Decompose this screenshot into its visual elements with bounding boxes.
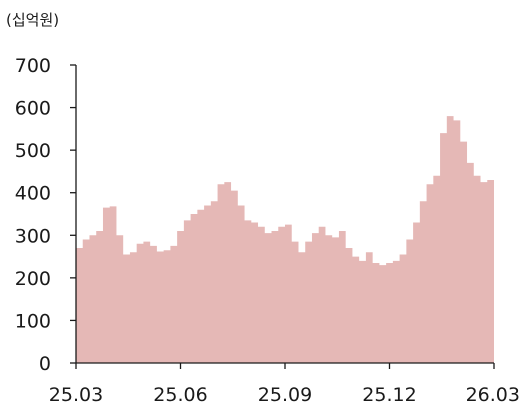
- x-tick-label: 26.03: [466, 384, 520, 406]
- area-layer: [76, 116, 494, 363]
- y-tick-label: 600: [15, 98, 51, 120]
- x-tick-label: 25.03: [49, 384, 103, 406]
- y-tick-label: 100: [15, 310, 51, 332]
- y-tick-label: 700: [15, 55, 51, 77]
- area-series: [76, 116, 494, 363]
- x-tick-label: 25.12: [362, 384, 416, 406]
- x-tick-label: 25.06: [153, 384, 207, 406]
- unit-label: (십억원): [6, 11, 59, 29]
- x-tick-label: 25.09: [258, 384, 312, 406]
- y-tick-label: 200: [15, 268, 51, 290]
- y-tick-label: 300: [15, 225, 51, 247]
- tick-label-layer: 0 100 200 300 400 500 600 700 25.03 25.06 25.09 25.…: [15, 55, 520, 406]
- y-tick-label: 0: [39, 353, 51, 375]
- y-tick-label: 400: [15, 183, 51, 205]
- axis-layer: [70, 64, 495, 369]
- y-tick-label: 500: [15, 140, 51, 162]
